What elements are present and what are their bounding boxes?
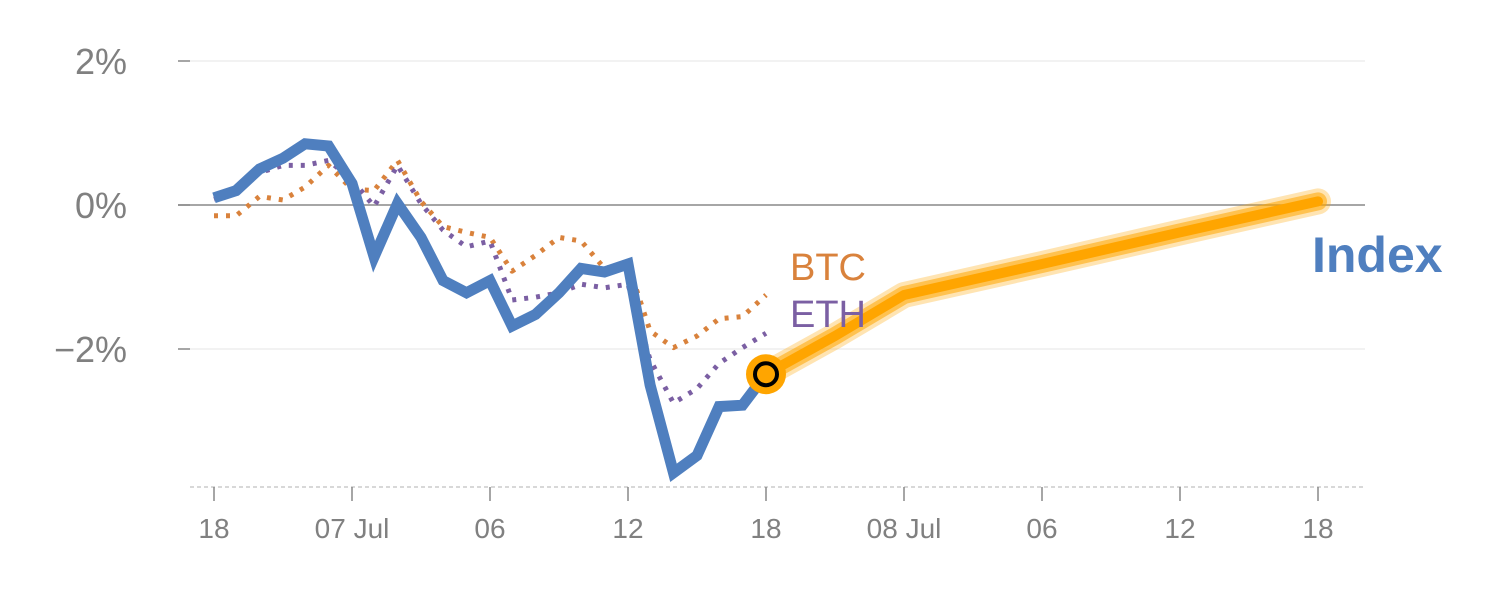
gridlines [178, 60, 1365, 350]
x-tick-label-0: 18 [198, 513, 229, 544]
index-series-label: Index [1312, 227, 1443, 283]
x-tick-label-5: 08 Jul [867, 513, 942, 544]
series-layer [212, 138, 1331, 482]
y-axis: 2% 0% −2% [54, 41, 190, 370]
x-tick-label-6: 06 [1026, 513, 1057, 544]
forecast-line [761, 196, 1323, 380]
y-tick-label-0: 2% [75, 41, 127, 82]
y-tick-label-2: −2% [54, 329, 127, 370]
x-axis: 18 07 Jul 06 12 18 08 Jul 06 12 18 [190, 486, 1365, 544]
x-tick-label-8: 18 [1302, 513, 1333, 544]
y-tick-label-1: 0% [75, 185, 127, 226]
x-tick-label-3: 12 [612, 513, 643, 544]
current-point-marker [753, 361, 779, 388]
series-labels: BTC ETH Index [790, 227, 1443, 336]
x-tick-label-4: 18 [750, 513, 781, 544]
index-line [212, 138, 771, 482]
eth-series-label: ETH [790, 294, 866, 336]
btc-series-label: BTC [790, 247, 866, 289]
btc-line [214, 157, 768, 351]
x-tick-label-1: 07 Jul [315, 513, 390, 544]
x-tick-label-2: 06 [474, 513, 505, 544]
x-tick-label-7: 12 [1164, 513, 1195, 544]
